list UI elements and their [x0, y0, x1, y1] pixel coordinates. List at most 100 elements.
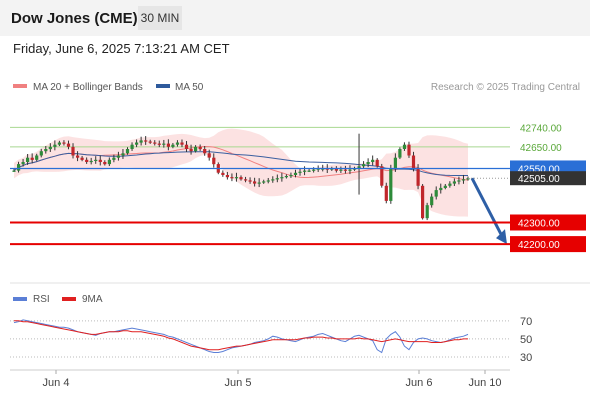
- candle-body: [94, 159, 98, 161]
- candle-body: [389, 168, 393, 201]
- candle-body: [107, 159, 111, 165]
- candle-body: [393, 157, 397, 169]
- rsi-ma-legend-swatch: [62, 297, 76, 301]
- candle: [12, 168, 16, 173]
- ma20-legend-swatch: [13, 84, 27, 88]
- candle-body: [139, 140, 143, 143]
- candle: [130, 142, 134, 151]
- candle: [125, 147, 130, 155]
- candle-body: [103, 162, 107, 165]
- candle-body: [443, 185, 447, 188]
- rsi-tick-label: 50: [520, 334, 532, 346]
- candle-body: [80, 157, 84, 160]
- candle: [384, 182, 388, 204]
- candle: [452, 178, 456, 187]
- candle: [225, 171, 229, 180]
- candle-body: [85, 159, 89, 162]
- candle-body: [116, 155, 120, 158]
- candle-body: [234, 177, 239, 179]
- support-label: 42200.00: [518, 240, 560, 251]
- candle-body: [248, 180, 252, 182]
- candle: [298, 168, 302, 176]
- candle-body: [44, 149, 48, 152]
- candle-body: [53, 144, 57, 147]
- candle-body: [402, 144, 407, 149]
- candle-body: [89, 160, 93, 163]
- candle-body: [348, 169, 352, 171]
- candle: [293, 169, 298, 178]
- candle: [189, 144, 193, 155]
- timeframe-badge[interactable]: 30 MIN: [138, 6, 182, 30]
- candle: [26, 153, 30, 165]
- candle-body: [121, 153, 125, 156]
- candle-body: [375, 159, 379, 167]
- candle-body: [76, 155, 80, 158]
- candle: [57, 140, 61, 147]
- support-tag: [510, 214, 586, 231]
- candle-body: [416, 168, 420, 186]
- x-tick-label: Jun 5: [225, 377, 252, 389]
- candle: [21, 158, 25, 167]
- candle-body: [189, 149, 193, 152]
- candle-body: [194, 146, 198, 152]
- candle: [339, 166, 343, 174]
- x-tick-label: Jun 10: [468, 377, 501, 389]
- candle-body: [48, 146, 52, 150]
- candle-body: [411, 155, 416, 169]
- candle: [121, 149, 125, 159]
- candle-body: [66, 143, 71, 147]
- candle: [30, 153, 34, 164]
- candle-body: [57, 142, 61, 145]
- candle: [430, 193, 434, 208]
- forecast-arrow-shaft: [470, 177, 505, 239]
- rsi-tick-label: 30: [520, 352, 532, 364]
- candle: [443, 184, 447, 190]
- candle-body: [21, 162, 25, 165]
- candle-body: [275, 178, 279, 180]
- candle: [448, 181, 452, 188]
- candle-body: [257, 182, 261, 184]
- candle: [280, 172, 284, 182]
- candle: [212, 153, 216, 168]
- candle: [253, 177, 257, 187]
- candle-body: [298, 171, 302, 173]
- candle-body: [303, 170, 307, 172]
- candle-body: [380, 166, 384, 186]
- candle-body: [244, 179, 248, 181]
- research-credit: Research © 2025 Trading Central: [431, 82, 580, 93]
- candle-body: [448, 183, 452, 186]
- candle: [89, 157, 93, 165]
- candle-body: [153, 142, 157, 144]
- chart-header: Dow Jones (CME) 30 MIN: [0, 0, 590, 36]
- candle: [248, 177, 252, 184]
- candle-body: [157, 143, 161, 145]
- candle: [234, 172, 239, 182]
- candle-body: [362, 164, 366, 167]
- candle: [357, 133, 361, 195]
- candle-body: [434, 190, 438, 197]
- rsi-legend-label: RSI: [33, 294, 50, 305]
- rsi-line: [13, 319, 469, 354]
- candle: [203, 145, 207, 156]
- candle: [380, 163, 384, 188]
- candle: [262, 179, 266, 184]
- candle-body: [321, 168, 325, 170]
- candle: [53, 140, 57, 151]
- chart-datetime: Friday, June 6, 2025 7:13:21 AM CET: [13, 41, 230, 56]
- candle-body: [339, 169, 343, 171]
- candle: [171, 142, 175, 149]
- candle: [107, 157, 111, 167]
- candle: [135, 139, 139, 148]
- candle-body: [225, 175, 229, 178]
- candle-body: [130, 144, 134, 149]
- candle: [362, 161, 366, 169]
- candle: [402, 142, 407, 151]
- candle-body: [35, 155, 39, 160]
- rsi-ma-line: [14, 320, 468, 351]
- candle-body: [325, 168, 329, 170]
- candle: [284, 174, 288, 179]
- candle-body: [39, 151, 43, 156]
- candle-body: [171, 144, 175, 147]
- candle-body: [62, 142, 66, 144]
- candle: [148, 139, 152, 144]
